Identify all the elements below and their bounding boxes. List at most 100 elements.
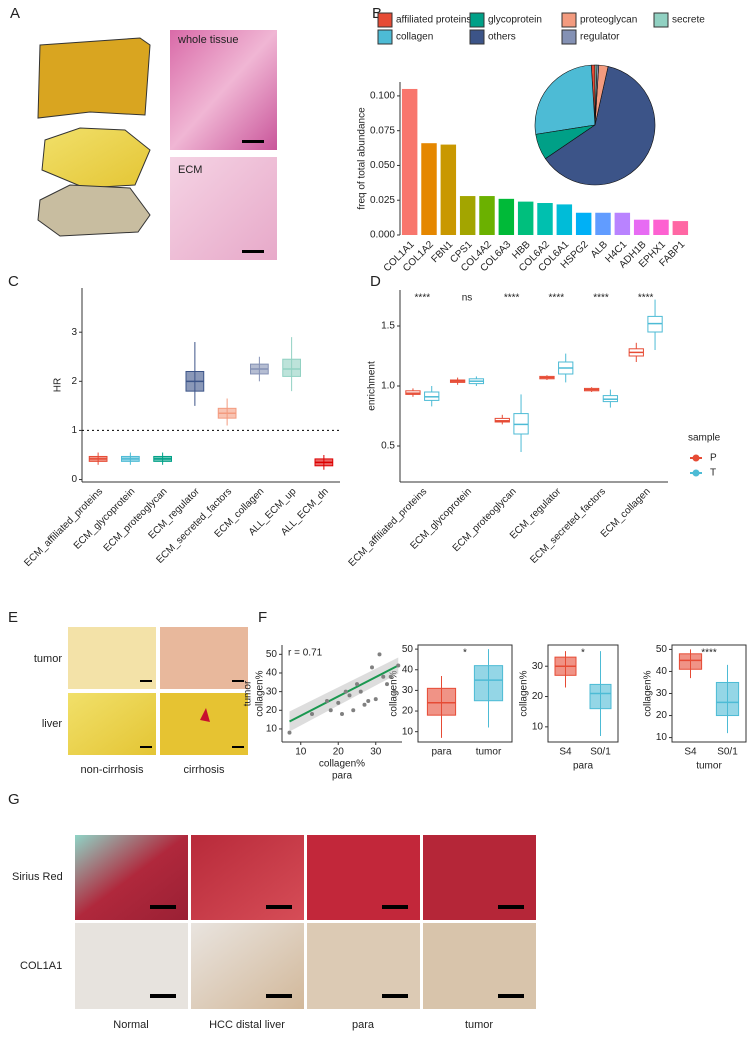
x-tick-label: tumor — [476, 747, 502, 758]
box — [589, 683, 612, 710]
x-axis-label: collagen% — [319, 759, 365, 770]
scale-bar — [140, 746, 152, 748]
box — [473, 665, 504, 702]
stain-image — [68, 627, 156, 689]
legend-label: secrete — [672, 15, 705, 26]
scale-bar — [150, 905, 176, 909]
legend-swatch — [469, 29, 485, 45]
y-axis-label: tumor — [243, 680, 254, 706]
y-tick-label: 20 — [656, 710, 668, 721]
significance: * — [463, 648, 467, 659]
x-tick-label: ECM_glycoprotein — [72, 486, 138, 552]
legend-label: proteoglycan — [580, 15, 637, 26]
scale-bar — [498, 994, 524, 998]
legend-swatch — [692, 454, 700, 462]
pie-slice — [544, 66, 656, 186]
point — [347, 693, 352, 698]
y-tick-label: 0.100 — [370, 91, 395, 102]
panel-label: G — [8, 791, 20, 808]
y-tick-label: 0.075 — [370, 125, 395, 136]
bar — [537, 203, 553, 235]
point — [343, 689, 348, 694]
bar — [614, 212, 631, 235]
scale-bar — [266, 905, 292, 909]
y-tick-label: 2 — [71, 376, 77, 387]
pie-slice — [594, 64, 598, 126]
y-tick-label: 40 — [266, 668, 278, 679]
bar — [595, 212, 611, 235]
bar — [672, 221, 689, 235]
legend-label: collagen — [396, 32, 433, 43]
scale-bar — [242, 250, 264, 253]
bar — [401, 88, 418, 235]
pie-slice — [534, 64, 596, 135]
annotation: r = 0.71 — [288, 648, 323, 659]
x-tick-label: S4 — [559, 747, 572, 758]
box — [678, 653, 703, 670]
y-tick-label: 40 — [656, 666, 668, 677]
y-tick-label: 40 — [402, 664, 414, 675]
legend-swatch — [377, 29, 393, 45]
significance: * — [581, 648, 585, 659]
bar — [421, 143, 437, 235]
point — [392, 689, 397, 694]
y-tick-label: 50 — [656, 644, 668, 655]
x-tick-label: ECM_secreted_factors — [528, 486, 608, 566]
bar — [440, 144, 457, 235]
x-tick-label: S4 — [684, 747, 697, 758]
legend-label: others — [488, 32, 516, 43]
stain-image — [68, 693, 156, 755]
x-tick-label: 20 — [333, 747, 345, 758]
scale-bar — [150, 994, 176, 998]
x-axis-label: para — [573, 761, 593, 772]
col-label: para — [352, 1019, 375, 1031]
panel-label: E — [8, 609, 18, 626]
box — [715, 681, 740, 717]
x-axis-label: tumor — [696, 761, 722, 772]
stain-image — [160, 627, 248, 689]
y-axis-label: collagen% — [643, 670, 654, 716]
legend-label: glycoprotein — [488, 15, 542, 26]
ecm-image — [170, 157, 277, 260]
point — [355, 682, 359, 687]
legend-label: affiliated proteins — [396, 15, 471, 26]
panel-e-images — [68, 627, 248, 755]
col-label: HCC distal liver — [209, 1019, 285, 1031]
tissue-photo — [37, 184, 151, 237]
point — [351, 708, 356, 713]
y-tick-label: 3 — [71, 327, 77, 338]
panel-label: C — [8, 273, 19, 290]
scale-bar — [232, 680, 244, 682]
he-image — [170, 30, 277, 150]
significance: **** — [549, 293, 565, 304]
scale-bar — [242, 140, 264, 143]
point — [373, 697, 378, 702]
y-axis-label: enrichment — [367, 361, 378, 411]
y-tick-label: 10 — [402, 726, 414, 737]
point — [358, 689, 363, 694]
point — [362, 702, 367, 707]
box — [282, 358, 301, 377]
y-tick-label: 0.050 — [370, 160, 395, 171]
legend-title: sample — [688, 433, 721, 444]
row-label: Sirius Red — [12, 871, 63, 883]
point — [340, 712, 344, 717]
panel-label: A — [10, 5, 20, 22]
y-tick-label: 0.5 — [381, 441, 395, 452]
bar — [479, 196, 495, 235]
scale-bar — [266, 994, 292, 998]
stain-vessel — [200, 708, 210, 722]
scale-bar — [140, 680, 152, 682]
panel-a-images — [37, 30, 277, 260]
bar — [653, 219, 669, 235]
panel-label: F — [258, 609, 267, 626]
point — [388, 674, 393, 679]
legend-swatch — [561, 29, 577, 45]
x-tick-label: S0/1 — [590, 747, 611, 758]
y-tick-label: 30 — [402, 685, 414, 696]
row-label: tumor — [34, 653, 62, 665]
point — [325, 698, 329, 703]
col-label: tumor — [465, 1019, 493, 1031]
point — [381, 674, 386, 679]
